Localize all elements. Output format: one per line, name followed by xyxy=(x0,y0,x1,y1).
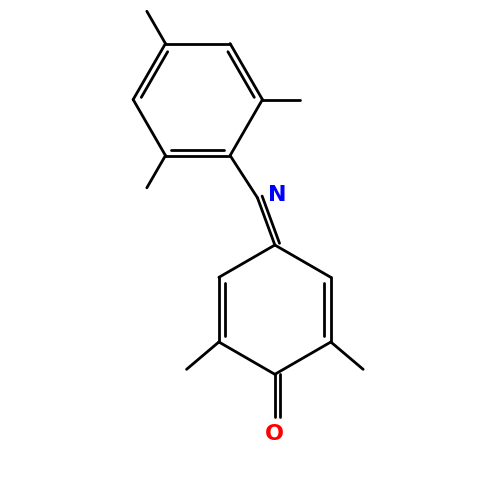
Text: O: O xyxy=(266,424,284,444)
Text: N: N xyxy=(268,186,287,206)
